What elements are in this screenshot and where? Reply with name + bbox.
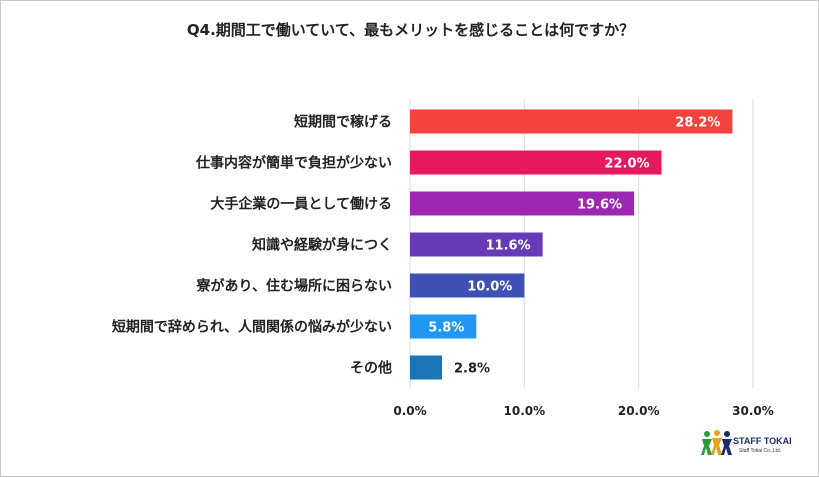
bar xyxy=(410,273,525,298)
value-label: 11.6% xyxy=(486,239,531,254)
category-label: 大手企業の一員として働ける xyxy=(210,196,392,213)
bars xyxy=(410,109,733,380)
bar xyxy=(410,191,635,216)
bar xyxy=(410,109,733,134)
x-tick-label: 0.0% xyxy=(393,404,426,418)
category-label: 知識や経験が身につく xyxy=(252,237,392,254)
x-tick-label: 30.0% xyxy=(732,404,774,418)
value-label: 2.8% xyxy=(454,362,490,377)
bar xyxy=(410,150,662,175)
chart-title: Q4.期間工で働いていて、最もメリットを感じることは何ですか？ xyxy=(186,21,635,39)
value-label: 10.0% xyxy=(467,280,512,295)
bar xyxy=(410,232,543,257)
bar xyxy=(410,314,477,339)
category-label: 短期間で稼げる xyxy=(294,114,392,131)
value-label: 19.6% xyxy=(577,198,622,213)
bar xyxy=(410,355,443,380)
logo-subtitle: Staff Tokai Co.,Ltd. xyxy=(739,448,782,454)
labels: 0.0% 10.0% 20.0% 30.0% 短期間で稼げる 28.2% 仕事内容が簡単で負… xyxy=(112,114,774,419)
value-label: 5.8% xyxy=(428,321,464,336)
category-label: 仕事内容が簡単で負担が少ない xyxy=(195,155,392,172)
x-tick-label: 20.0% xyxy=(618,404,660,418)
value-label: 28.2% xyxy=(675,116,720,131)
logo-figures-icon xyxy=(701,430,732,455)
logo-name: STAFF TOKAI xyxy=(733,436,792,446)
value-label: 22.0% xyxy=(604,157,649,172)
staff-tokai-logo: STAFF TOKAI Staff Tokai Co.,Ltd. xyxy=(701,429,801,461)
category-label: 短期間で辞められ、人間関係の悩みが少ない xyxy=(112,319,392,336)
x-tick-label: 10.0% xyxy=(504,404,546,418)
category-label: その他 xyxy=(350,360,392,377)
category-label: 寮があり、住む場所に困らない xyxy=(196,278,392,295)
